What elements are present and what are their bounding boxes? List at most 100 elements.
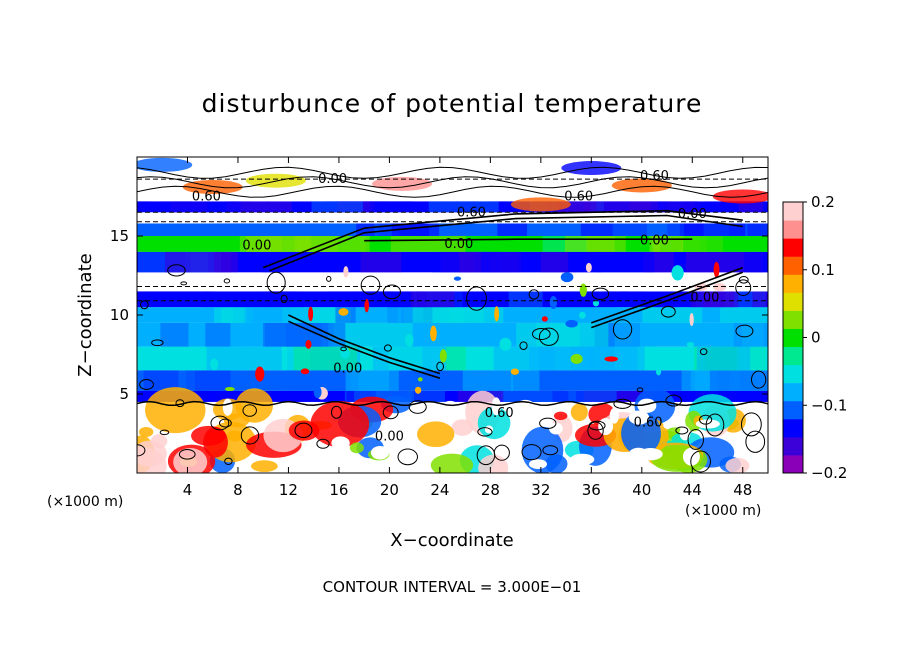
- colorbar-swatches: [783, 202, 803, 474]
- plume-cell: [604, 356, 618, 362]
- x-tick-label: 36: [582, 481, 601, 499]
- field-variation: [151, 212, 224, 224]
- contour-ring: [539, 417, 557, 429]
- contour-ring: [493, 444, 510, 461]
- contour-ring: [750, 370, 767, 389]
- contour-ring: [140, 300, 149, 310]
- contour-label: 0.00: [640, 234, 669, 249]
- colorbar-ticks: 0.2 0.1 0 −0.1 −0.2: [803, 193, 847, 482]
- contour-label: 0.60: [634, 415, 663, 430]
- field-variation: [262, 223, 320, 236]
- plume-cell: [585, 262, 592, 273]
- plume-cell: [340, 346, 350, 359]
- field-variation: [744, 251, 768, 273]
- plume-cell: [545, 376, 550, 388]
- contour-ring: [466, 286, 487, 311]
- field-variation: [508, 291, 543, 308]
- contour-ring: [167, 264, 186, 277]
- plume-cell: [655, 367, 662, 376]
- plume-cell: [592, 299, 600, 307]
- plume-cell: [499, 337, 512, 351]
- field-variation: [644, 272, 672, 292]
- turbulent-cell: [173, 448, 208, 473]
- x-tick-label: 20: [380, 481, 399, 499]
- contour-ring: [531, 327, 551, 340]
- field-variation: [719, 390, 768, 402]
- turbulent-cell: [227, 430, 243, 442]
- contour-labels: 0.00 0.60 0.60 0.60 0.60 0.00 0.00 0.00 0.00 0.00…: [192, 169, 719, 445]
- field-variation: [415, 157, 482, 176]
- field-variation: [583, 201, 652, 213]
- colorbar-tick-label: −0.2: [811, 464, 847, 482]
- contour-ring: [360, 275, 381, 295]
- contour-line: [137, 176, 768, 189]
- contour-ring: [180, 281, 188, 286]
- contour-ring: [436, 361, 444, 372]
- contour-ring: [519, 341, 528, 350]
- y-axis: 5 10 15: [110, 227, 768, 403]
- field-variation: [269, 390, 334, 402]
- field-variation: [749, 236, 768, 252]
- field-variation: [614, 322, 657, 347]
- y-axis-label: Z−coordinate: [75, 253, 96, 376]
- x-tick-label: 40: [632, 481, 651, 499]
- field-variation: [360, 251, 402, 273]
- turbulent-cell: [570, 403, 588, 422]
- field-variation: [410, 291, 455, 308]
- plume-cell: [549, 295, 558, 309]
- turbulent-core: [528, 459, 548, 469]
- plume-cell: [255, 366, 265, 382]
- turbulent-core: [570, 453, 595, 466]
- contour-ring: [266, 271, 286, 294]
- field-variation: [428, 201, 499, 213]
- turbulent-cell: [203, 427, 228, 458]
- contour-ring: [699, 414, 713, 425]
- contour-ring: [521, 444, 542, 461]
- turbulent-cell: [545, 454, 568, 473]
- field-variation: [214, 307, 247, 323]
- contour-ring: [690, 450, 711, 473]
- field-variation: [544, 307, 599, 323]
- contour-ring: [316, 438, 330, 449]
- x-tick-label: 16: [329, 481, 348, 499]
- y-tick-label: 10: [110, 306, 129, 324]
- chart-title: disturbunce of potential temperature: [202, 89, 703, 118]
- field-variation: [511, 370, 540, 391]
- field-variation: [160, 322, 189, 347]
- field-variation: [683, 236, 752, 252]
- plume-cell: [686, 342, 695, 347]
- turbulent-core: [331, 436, 350, 450]
- x-tick-label: 48: [733, 481, 752, 499]
- contour-line: [364, 238, 693, 242]
- field-variation: [738, 201, 764, 213]
- field-variation: [260, 236, 282, 252]
- turbulent-cell: [553, 411, 568, 421]
- plume-cell: [224, 387, 235, 392]
- colorbar-swatch: [783, 400, 803, 420]
- plume-cell: [671, 265, 684, 281]
- colorbar-swatch: [783, 364, 803, 384]
- field-variation: [331, 212, 403, 224]
- contour-ring: [477, 427, 493, 437]
- contour-ring: [665, 394, 682, 407]
- field-variation: [758, 175, 768, 202]
- field-variation: [742, 322, 764, 347]
- x-tick-label: 4: [183, 481, 193, 499]
- contour-ring: [159, 429, 170, 436]
- contour-label: 0.60: [485, 406, 514, 421]
- plume-cell: [343, 266, 349, 278]
- plume-cell: [689, 313, 694, 327]
- field-variation: [684, 223, 746, 236]
- field-variation: [735, 272, 768, 292]
- contour-ring: [383, 344, 392, 352]
- field-variation: [226, 201, 292, 213]
- colorbar-swatch: [783, 238, 803, 257]
- turbulent-cell: [145, 387, 206, 434]
- plume-cell: [364, 298, 369, 313]
- colorbar-swatch: [783, 292, 803, 311]
- contour-label: 0.60: [457, 205, 486, 220]
- field-variation: [729, 212, 768, 224]
- turbulent-cell: [310, 401, 370, 448]
- field-variation: [387, 291, 409, 308]
- turbulent-cell: [150, 434, 168, 449]
